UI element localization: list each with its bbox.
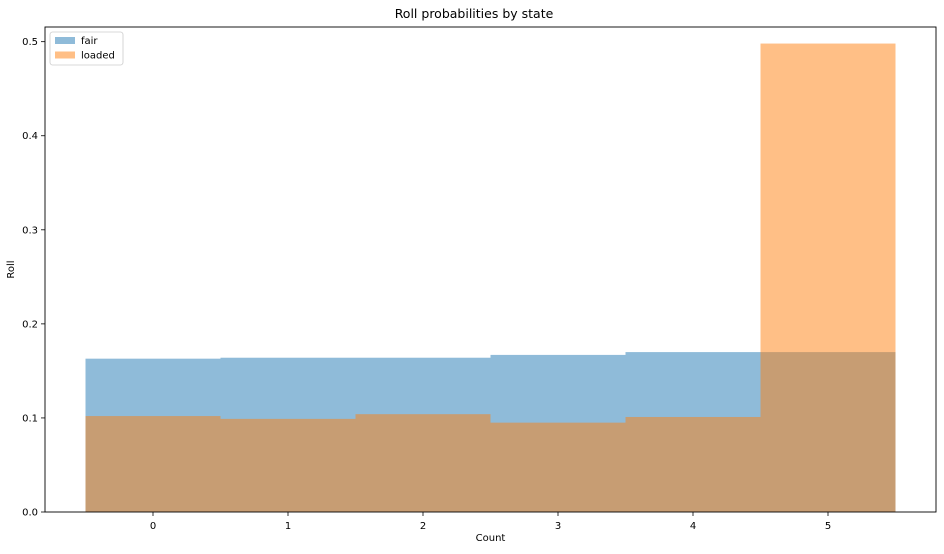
bar-loaded-4 [625,416,761,512]
x-tick-label: 2 [420,521,426,532]
legend-swatch-fair [55,37,75,44]
y-tick-label: 0.1 [22,413,38,424]
y-tick-label: 0.0 [22,508,38,519]
bar-loaded-3 [490,422,626,512]
x-tick-label: 1 [285,521,291,532]
bar-loaded-5 [760,43,896,512]
y-axis: 0.0 0.1 0.2 0.3 0.4 0.5 [22,37,45,519]
chart-title: Roll probabilities by state [395,6,554,21]
x-axis: 0 1 2 3 4 5 [150,512,831,532]
x-tick-label: 5 [825,521,831,532]
x-axis-label: Count [476,533,506,544]
y-axis-label: Roll [6,260,17,278]
x-tick-label: 3 [555,521,561,532]
y-tick-label: 0.2 [22,319,38,330]
bar-loaded-0 [85,416,221,512]
legend-swatch-loaded [55,51,75,59]
legend: fair loaded [49,31,124,66]
y-tick-label: 0.3 [22,225,38,236]
bar-loaded-2 [355,414,491,512]
legend-label-fair: fair [81,36,98,47]
x-tick-label: 0 [150,521,156,532]
y-tick-label: 0.5 [22,37,38,48]
y-tick-label: 0.4 [22,131,38,142]
plot-frame [44,26,937,513]
x-tick-label: 4 [690,521,696,532]
bars-layer [85,43,896,512]
bar-loaded-1 [220,418,356,512]
legend-label-loaded: loaded [81,51,115,62]
